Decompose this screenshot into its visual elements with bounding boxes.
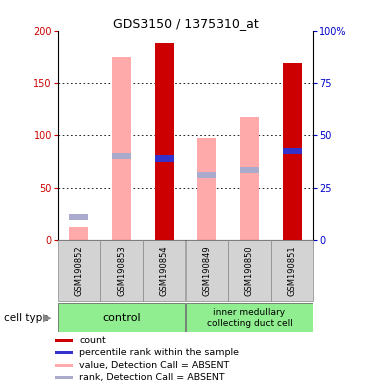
FancyBboxPatch shape (100, 240, 143, 301)
Text: count: count (79, 336, 106, 345)
Text: ▶: ▶ (43, 313, 51, 323)
Bar (197, 172, 216, 178)
FancyBboxPatch shape (186, 240, 228, 301)
FancyBboxPatch shape (186, 303, 313, 332)
Text: GSM190852: GSM190852 (74, 245, 83, 296)
Bar (55, 376, 73, 379)
Text: GSM190850: GSM190850 (245, 245, 254, 296)
Bar (112, 57, 131, 240)
Bar (283, 148, 302, 154)
Text: inner medullary
collecting duct cell: inner medullary collecting duct cell (207, 308, 292, 328)
Bar (69, 214, 88, 220)
Bar (69, 227, 88, 240)
FancyBboxPatch shape (228, 240, 271, 301)
Text: GSM190853: GSM190853 (117, 245, 126, 296)
Title: GDS3150 / 1375310_at: GDS3150 / 1375310_at (113, 17, 258, 30)
FancyBboxPatch shape (58, 303, 186, 332)
Bar (55, 339, 73, 342)
Bar (55, 351, 73, 354)
FancyBboxPatch shape (143, 240, 186, 301)
FancyBboxPatch shape (58, 240, 100, 301)
Bar (283, 63, 302, 240)
Bar (240, 116, 259, 240)
Text: rank, Detection Call = ABSENT: rank, Detection Call = ABSENT (79, 373, 225, 382)
Bar (55, 364, 73, 367)
Bar (155, 155, 174, 162)
Text: value, Detection Call = ABSENT: value, Detection Call = ABSENT (79, 361, 229, 370)
Bar (155, 43, 174, 240)
Bar (240, 167, 259, 173)
Text: GSM190854: GSM190854 (160, 245, 169, 296)
Text: GSM190849: GSM190849 (202, 245, 211, 296)
FancyBboxPatch shape (271, 240, 313, 301)
Text: control: control (102, 313, 141, 323)
Bar (197, 139, 216, 240)
Bar (112, 153, 131, 159)
Text: cell type: cell type (4, 313, 48, 323)
Text: GSM190851: GSM190851 (288, 245, 297, 296)
Text: percentile rank within the sample: percentile rank within the sample (79, 348, 239, 357)
